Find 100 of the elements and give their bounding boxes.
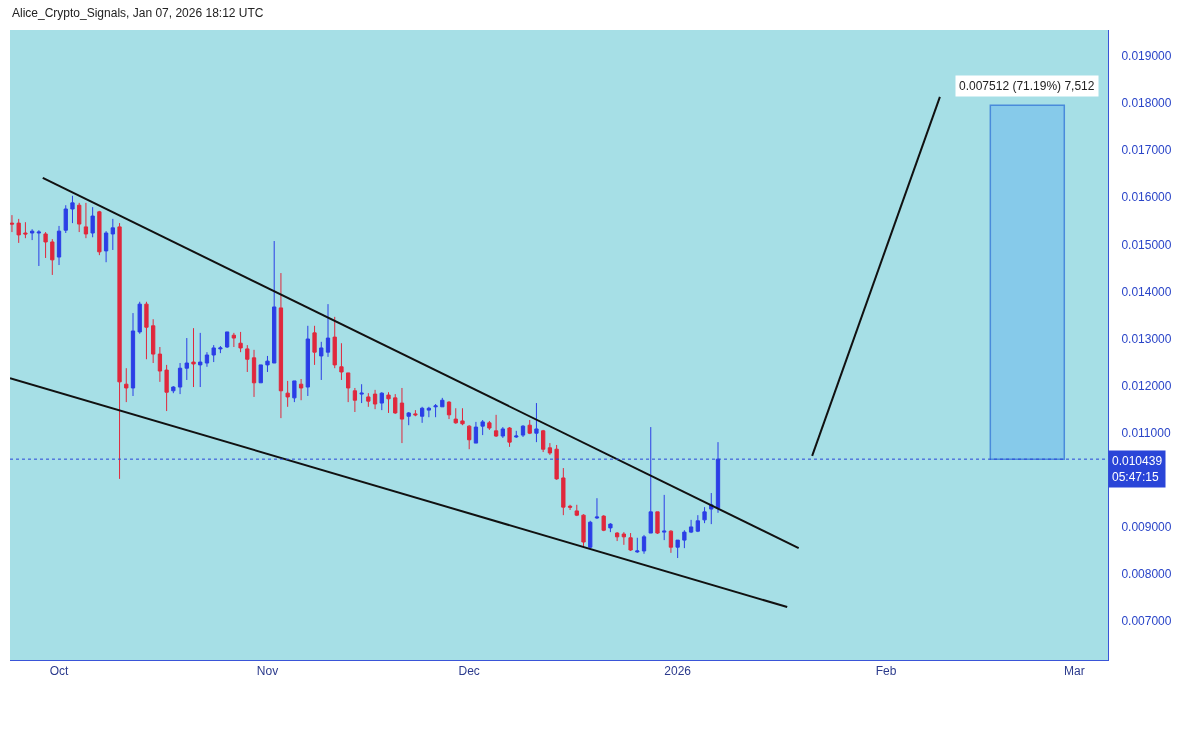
x-tick-label: Dec [458, 664, 480, 679]
candlestick [715, 441, 721, 514]
candlestick [285, 380, 290, 408]
candlestick [487, 420, 492, 431]
y-tick-label: 0.012000 [1121, 378, 1172, 393]
candlestick [319, 341, 324, 381]
candlestick [16, 218, 21, 244]
annotation: 0.007512 (71.19%) 7,512 [959, 79, 1095, 93]
candlestick [581, 513, 586, 548]
x-tick-label: Nov [256, 664, 279, 679]
candlestick [635, 537, 640, 554]
candlestick [177, 362, 183, 395]
candlestick [480, 419, 485, 436]
candlestick [467, 424, 472, 450]
candlestick [198, 332, 203, 388]
candlestick [500, 426, 505, 439]
candlestick [372, 389, 378, 410]
candlestick [614, 531, 620, 542]
candlestick [520, 424, 526, 438]
candlestick [621, 531, 627, 546]
candlestick [601, 514, 606, 532]
candlestick [594, 497, 600, 520]
y-tick-label: 0.019000 [1121, 49, 1172, 64]
candlestick [90, 206, 95, 238]
candlestick [393, 393, 398, 415]
candlestick [406, 411, 411, 426]
candlestick [339, 342, 344, 381]
candlestick [251, 349, 257, 398]
candlestick [292, 380, 297, 403]
candlestick [541, 429, 546, 453]
candlestick [332, 316, 337, 369]
candlestick [446, 400, 452, 420]
candlestick [272, 240, 277, 364]
candlestick [419, 406, 425, 424]
candlestick [305, 325, 310, 397]
candlestick [386, 391, 391, 414]
candlestick [117, 222, 122, 480]
y-tick-label: 0.017000 [1121, 143, 1172, 158]
y-tick-label: 0.016000 [1121, 190, 1172, 205]
candlestick [218, 345, 223, 354]
candlestick [43, 231, 48, 259]
ref-line-label: 0.010439 05:47:15 [1112, 454, 1163, 484]
y-tick-label: 0.009000 [1121, 520, 1172, 535]
candlestick [695, 514, 700, 533]
y-tick-label: 0.014000 [1121, 284, 1172, 299]
y-tick-label: 0.007000 [1121, 614, 1172, 629]
x-tick-label: 2026 [664, 664, 692, 679]
candlestick [70, 195, 75, 224]
candlestick [325, 303, 331, 358]
candlestick [682, 529, 687, 549]
candlestick [433, 403, 438, 418]
candlestick [675, 539, 680, 559]
candlestick [211, 344, 216, 363]
x-tick-label: Mar [1064, 664, 1085, 679]
candlestick [426, 406, 432, 418]
y-tick-label: 0.018000 [1121, 96, 1172, 111]
x-tick-label: Feb [875, 664, 897, 679]
candlestick [413, 409, 418, 417]
candlestick [554, 444, 559, 481]
candlestick [10, 214, 15, 233]
candlestick [668, 529, 674, 554]
candlestick [359, 383, 364, 404]
x-tick-label: Oct [49, 664, 70, 679]
candlestick [278, 272, 284, 419]
candlestick [473, 421, 479, 444]
candlestick [144, 301, 149, 360]
candlestick [238, 331, 243, 353]
candlestick [124, 367, 129, 403]
candlestick [97, 210, 102, 256]
candlestick [164, 364, 169, 412]
candlestick [191, 327, 196, 388]
candlestick [224, 331, 230, 349]
candlestick [628, 532, 633, 552]
candlestick [366, 392, 371, 408]
candlestick [608, 522, 613, 533]
candlestick [352, 387, 358, 413]
candlestick [103, 230, 109, 263]
candlestick [641, 534, 647, 555]
candlestick [56, 225, 62, 266]
candlestick [399, 387, 405, 444]
candlestick [110, 218, 115, 251]
candlestick [157, 346, 163, 383]
candlestick [514, 430, 519, 439]
candlestick [63, 204, 68, 234]
candlestick [527, 419, 532, 435]
candlestick [171, 385, 176, 394]
candlestick [265, 355, 270, 373]
candlestick [204, 351, 210, 368]
candlestick [655, 511, 660, 535]
candlestick [567, 504, 573, 511]
candlestick [298, 378, 304, 401]
candlestick [440, 397, 445, 408]
candlestick [50, 238, 55, 276]
y-tick-label: 0.015000 [1121, 237, 1172, 252]
candlestick [662, 494, 667, 541]
candlestick [137, 301, 142, 335]
candlestick [574, 504, 579, 517]
candlestick [258, 364, 263, 384]
candlestick [346, 372, 351, 403]
candlestick [507, 426, 512, 448]
